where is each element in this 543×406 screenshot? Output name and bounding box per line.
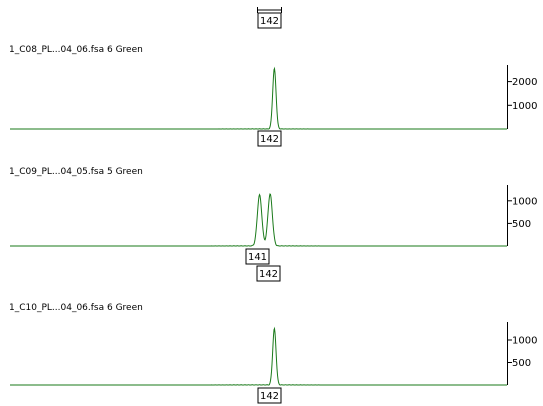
y-tick-label-1-0: 2000 — [512, 77, 537, 88]
panel-title-1: 1_C08_PL...04_06.fsa 6 Green — [9, 45, 143, 55]
bin-marker-label: 142 — [260, 16, 279, 27]
allele-text-3-0: 142 — [260, 391, 279, 402]
allele-label-2-1[interactable]: 142 — [256, 265, 281, 282]
allele-text-2-0: 141 — [248, 252, 267, 263]
panel-title-2: 1_C09_PL...04_05.fsa 5 Green — [9, 167, 143, 177]
y-tick-label-2-1: 500 — [512, 219, 531, 230]
allele-text-2-1: 142 — [259, 269, 278, 280]
allele-label-3-0[interactable]: 142 — [257, 387, 282, 404]
trace-line-1 — [10, 66, 507, 130]
panel-title-3: 1_C10_PL...04_06.fsa 6 Green — [9, 303, 143, 313]
y-tick-label-1-1: 1000 — [512, 101, 537, 112]
y-tick-label-3-1: 500 — [512, 358, 531, 369]
trace-panel-2: 1_C09_PL...04_05.fsa 5 Green 1000 500 14… — [9, 167, 537, 282]
bin-marker[interactable]: 142 — [257, 7, 282, 29]
trace-line-2 — [10, 193, 507, 247]
allele-label-2-0[interactable]: 141 — [245, 248, 270, 265]
allele-label-1-0[interactable]: 142 — [257, 130, 282, 147]
y-tick-label-3-0: 1000 — [512, 336, 537, 347]
y-tick-label-2-0: 1000 — [512, 196, 537, 207]
allele-text-1-0: 142 — [260, 134, 279, 145]
trace-panel-3: 1_C10_PL...04_06.fsa 6 Green 1000 500 14… — [9, 303, 537, 404]
trace-line-3 — [10, 326, 507, 386]
trace-panel-1: 1_C08_PL...04_06.fsa 6 Green 2000 1000 1… — [9, 45, 537, 147]
